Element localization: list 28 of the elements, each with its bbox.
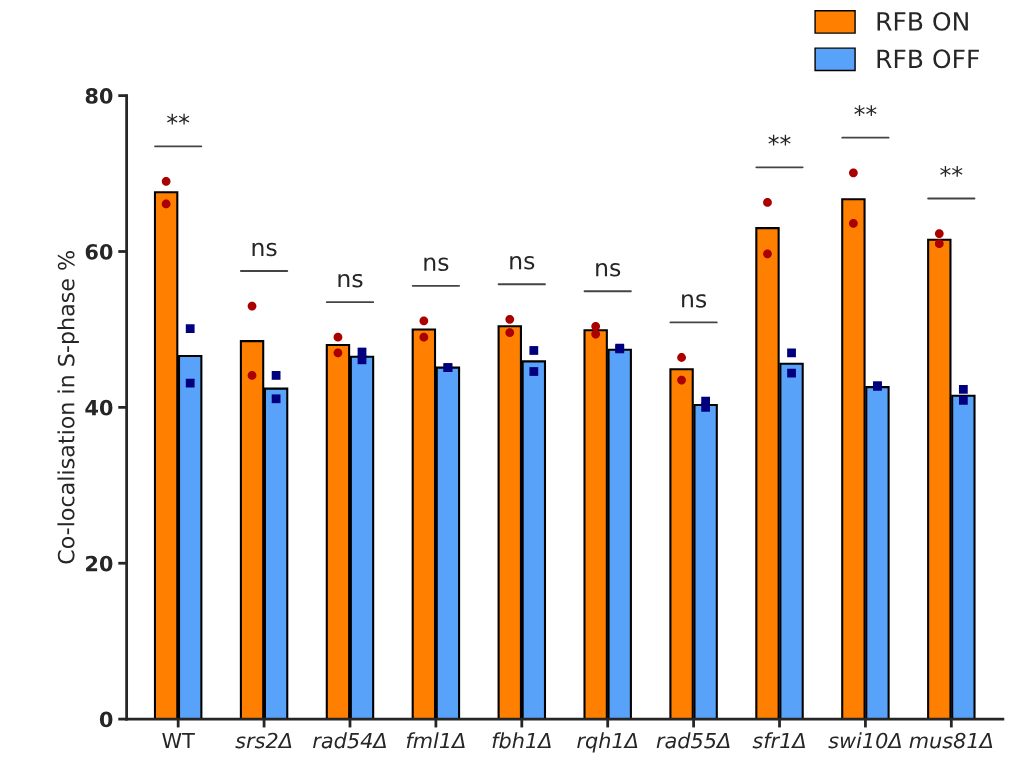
annotation: ns (510, 255, 535, 270)
y-tick-label: 20 (86, 555, 113, 572)
y-tick-label: 0 (99, 711, 113, 728)
x-tick-label: srs2Δ (235, 732, 292, 749)
x-tick-label: mus81Δ (909, 732, 993, 749)
annotation: ** (854, 105, 877, 116)
y-tick-label: 40 (85, 399, 113, 416)
annotation: ns (682, 294, 707, 308)
x-tick-label: rqh1Δ (577, 732, 638, 753)
annotation: ** (940, 165, 963, 177)
annotation: ns (338, 273, 363, 288)
x-tick-label: WT (162, 732, 195, 749)
annotation: ** (768, 134, 791, 146)
y-tick-label: 60 (85, 243, 113, 260)
x-tick-label: swi10Δ (828, 732, 901, 749)
x-tick-label: fbh1Δ (492, 732, 551, 749)
y-axis-title: Co-localisation in S-phase % (57, 251, 79, 564)
y-tick-label: 80 (85, 88, 113, 104)
annotation: ns (252, 242, 277, 257)
legend-label: RFB OFF (877, 49, 979, 69)
x-tick-label: rad55Δ (656, 732, 730, 749)
annotation: ns (424, 257, 449, 272)
x-tick-label: sfr1Δ (752, 732, 805, 749)
legend-label: RFB ON (877, 11, 968, 31)
annotation: ns (596, 262, 621, 277)
annotation: ** (167, 113, 190, 125)
x-tick-label: rad54Δ (313, 732, 386, 749)
x-tick-label: fml1Δ (406, 732, 465, 749)
